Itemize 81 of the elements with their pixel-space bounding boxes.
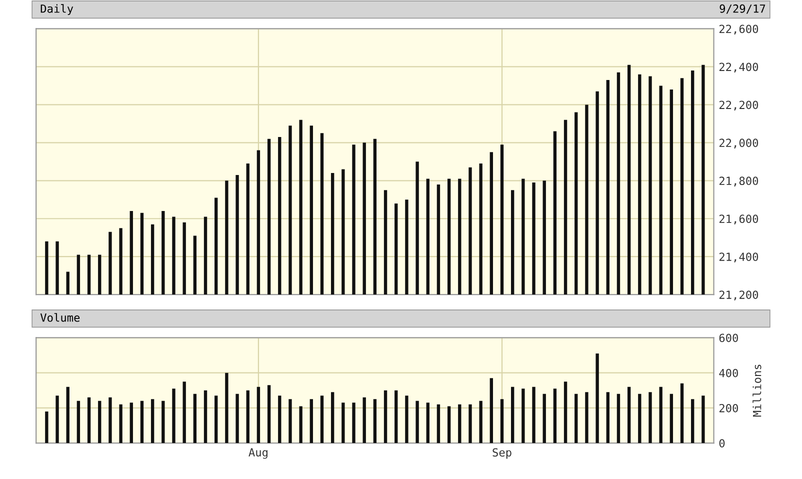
bar (616, 394, 620, 444)
bar (564, 382, 568, 444)
bar (638, 394, 642, 444)
chart-title: Daily (40, 4, 74, 15)
bar (108, 397, 112, 444)
bar (172, 388, 176, 444)
bar (680, 383, 684, 444)
bar (659, 386, 662, 444)
bar (193, 394, 197, 444)
bar (214, 396, 218, 444)
x-tick-label: Aug (248, 448, 268, 459)
bar (278, 396, 282, 444)
bar (627, 386, 631, 444)
bar (532, 386, 536, 444)
bar (606, 392, 610, 444)
bar (500, 399, 504, 444)
bar (267, 385, 271, 444)
bar (490, 378, 493, 444)
bar (511, 386, 514, 444)
bar (76, 400, 80, 444)
bar (596, 354, 599, 444)
bar (416, 400, 419, 444)
y-axis-title: Millions (752, 364, 762, 417)
bar (342, 402, 345, 444)
bar (702, 396, 705, 444)
y-tick-label: 600 (719, 334, 738, 342)
bar (542, 394, 546, 444)
y-tick-label: 22,000 (719, 138, 758, 148)
bar (246, 390, 250, 444)
bar (648, 392, 652, 444)
y-tick-label: 21,600 (719, 214, 758, 224)
bar (256, 386, 260, 444)
bar (373, 399, 377, 444)
y-tick-label: 21,200 (719, 290, 758, 300)
bar (320, 396, 324, 444)
y-tick-label: 22,600 (719, 24, 758, 35)
bar (352, 402, 356, 444)
bar (426, 402, 430, 444)
bar (56, 396, 59, 444)
bar (150, 399, 154, 444)
bar (236, 394, 239, 444)
bar (119, 404, 122, 444)
bar (362, 397, 366, 444)
text: 9/29/17 (720, 4, 766, 14)
y-tick-label: 400 (719, 368, 738, 378)
chart-title: Volume (40, 313, 80, 322)
bar (299, 406, 302, 444)
bar (98, 400, 102, 444)
bar (585, 392, 588, 444)
bar (468, 404, 472, 444)
bar (45, 411, 48, 444)
bar (436, 404, 440, 444)
bar (225, 372, 228, 444)
y-tick-label: 22,200 (719, 100, 758, 111)
bar (405, 396, 408, 444)
bar (691, 399, 694, 444)
bar (204, 390, 208, 444)
bar (670, 394, 674, 444)
y-tick-label: 0 (719, 439, 725, 448)
bar (522, 388, 525, 444)
y-tick-label: 200 (719, 404, 738, 412)
bar (130, 402, 133, 444)
bar (182, 382, 186, 444)
bar (384, 390, 388, 444)
bar (140, 400, 144, 444)
y-tick-label: 21,400 (719, 252, 758, 262)
bar (310, 399, 313, 444)
bar (447, 406, 451, 444)
y-tick-label: 22,400 (719, 62, 758, 73)
bar (479, 400, 482, 444)
bar (394, 390, 398, 444)
bar (458, 404, 462, 444)
bar (87, 397, 91, 444)
x-tick-label: Sep (492, 448, 512, 459)
bar (330, 392, 334, 444)
bar (553, 388, 557, 444)
bar (288, 399, 292, 444)
bar (66, 386, 70, 444)
y-tick-label: 21,800 (719, 176, 758, 186)
bar (162, 400, 165, 444)
bar (574, 394, 578, 444)
